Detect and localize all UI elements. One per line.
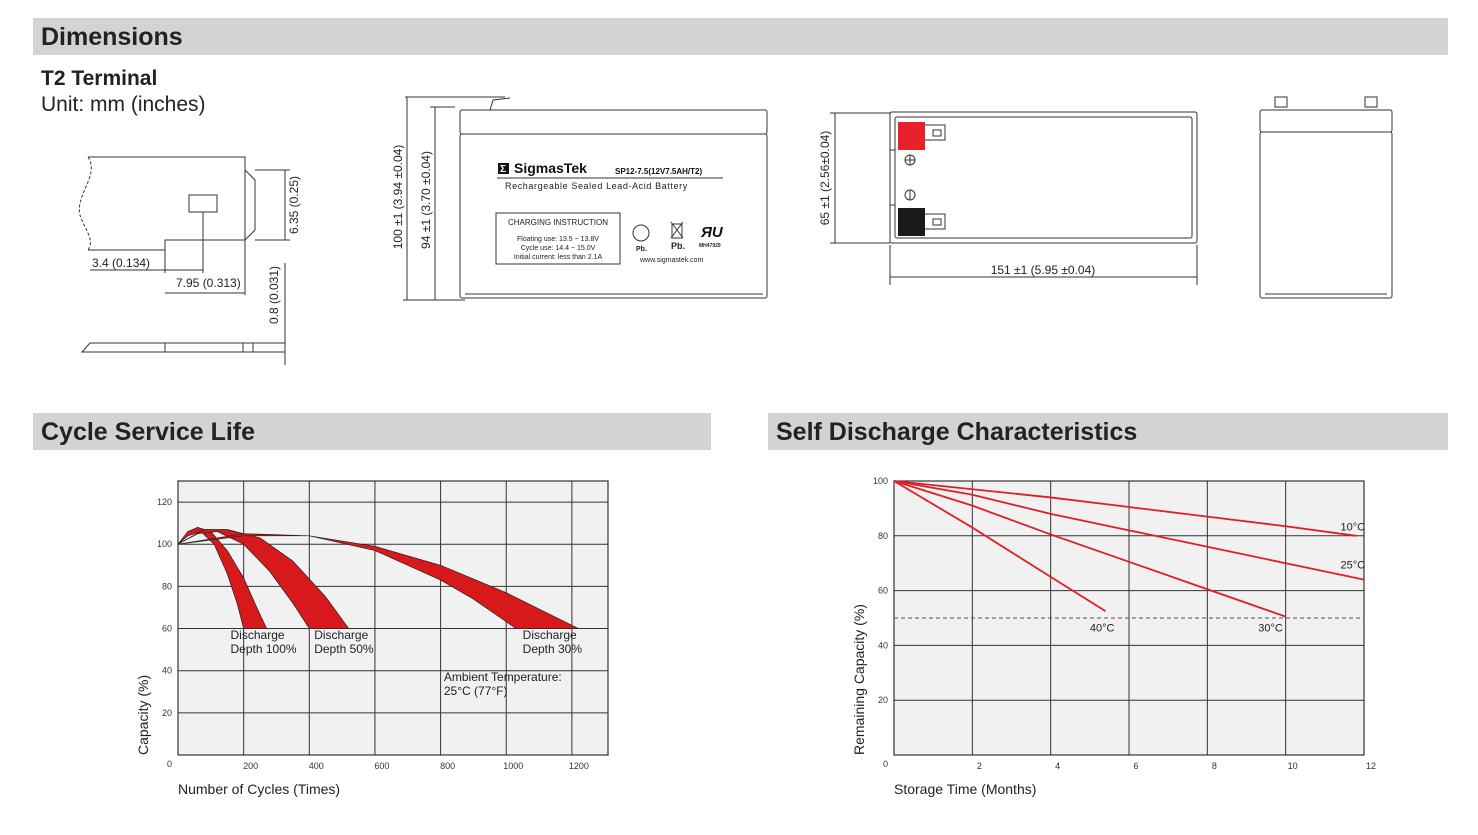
ul-mark-icon: ЯU [700,224,724,241]
battery-top-view: 65 ±1 (2.56±0.04) 151 ±1 (5.95 ±0.04) [818,111,1198,285]
annotation-line: Depth 50% [314,642,374,656]
series-label: 10°C [1341,521,1366,533]
series-label: 30°C [1258,623,1283,635]
terminal-left-dimension: 3.4 (0.134) [92,256,150,270]
x-tick-label: 800 [440,761,455,771]
y-tick-label: 40 [878,640,888,650]
x-axis-label: Storage Time (Months) [894,781,1036,797]
series-line [893,480,1365,581]
charging-floating: Floating use: 13.5 ~ 13.8V [517,236,599,243]
recycle-icon [632,224,650,242]
chart-annotation: Discharge Depth 50% [314,628,374,656]
self-discharge-title: Self Discharge Characteristics [776,418,1138,446]
series-label: 40°C [1090,623,1115,635]
total-height-dimension: 100 ±1 (3.94 ±0.04) [391,145,405,250]
x-tick-label: 4 [1055,761,1060,771]
series-line [893,480,1357,537]
negative-terminal [898,208,925,236]
recycle-label: Pb. [636,246,647,253]
discharge-band [177,529,350,629]
discharge-band [177,533,579,629]
width-dimension: 65 ±1 (2.56±0.04) [818,131,832,226]
unit-label: Unit: mm (inches) [41,93,206,116]
y-tick-label: 40 [162,666,172,676]
chart-annotation: Ambient Temperature: 25°C (77°F) [444,670,562,698]
x-tick-label: 8 [1212,761,1217,771]
dimensions-header: Dimensions [33,18,1448,55]
chart-annotation: Discharge Depth 30% [523,628,583,656]
annotation-line: Ambient Temperature: [444,670,562,684]
sigma-logo-icon [498,163,509,174]
website: www.sigmastek.com [639,257,704,264]
self-discharge-chart: 0 20 40 60 80 100 2 4 6 8 10 12 Storage Time (Months… [851,476,1376,797]
discharge-band [177,527,267,629]
annotation-line: 25°C (77°F) [444,684,508,698]
y-tick-label: 60 [878,586,888,596]
annotation-line: Depth 100% [231,642,297,656]
x-tick-label: 1000 [503,761,523,771]
x-tick-label: 2 [977,761,982,771]
x-tick-label: 6 [1133,761,1138,771]
charging-cycle: Cycle use: 14.4 ~ 15.0V [521,245,596,252]
x-axis-label: Number of Cycles (Times) [178,781,340,797]
battery-front-view: 100 ±1 (3.94 ±0.04) 94 ±1 (3.70 ±0.04) Σ… [391,96,768,301]
battery-description: Rechargeable Sealed Lead-Acid Battery [505,181,688,191]
dimensions-title: Dimensions [41,23,183,51]
x-tick-label: 400 [309,761,324,771]
y-tick-label: 80 [878,531,888,541]
crossed-bin-icon [670,221,684,239]
terminal-width-dimension: 7.95 (0.313) [176,276,241,290]
x-tick-label: 12 [1366,761,1376,771]
cycle-life-title: Cycle Service Life [41,418,256,446]
svg-text:Σ: Σ [500,164,506,175]
annotation-line: Depth 30% [523,642,583,656]
model-number: SP12-7.5(12V7.5AH/T2) [615,167,702,176]
length-dimension: 151 ±1 (5.95 ±0.04) [991,263,1096,277]
positive-terminal [898,122,925,150]
brand-name: SigmasTek [514,160,587,176]
y-tick-label: 100 [157,539,172,549]
x-tick-label: 1200 [569,761,589,771]
y-tick-label: 0 [883,759,888,769]
y-tick-label: 0 [167,759,172,769]
annotation-line: Discharge [231,628,285,642]
y-tick-label: 20 [162,708,172,718]
ul-code: MH47929 [699,243,721,249]
series-label: 25°C [1341,560,1366,572]
chart-annotation: Discharge Depth 100% [231,628,297,656]
y-axis-label: Capacity (%) [135,675,151,755]
battery-side-view [1259,96,1393,299]
charging-current: Initial current: less than 2.1A [514,254,603,261]
series-line [893,480,1286,618]
cycle-life-header: Cycle Service Life [33,413,711,450]
case-height-dimension: 94 ±1 (3.70 ±0.04) [419,151,433,249]
charging-title: CHARGING INSTRUCTION [508,218,608,227]
y-tick-label: 60 [162,624,172,634]
y-axis-label: Remaining Capacity (%) [851,604,867,755]
terminal-drawing: 6.35 (0.25) 3.4 (0.134) 7.95 (0.313) 0.8… [78,156,301,365]
bin-label: Pb. [671,241,685,251]
x-tick-label: 10 [1288,761,1298,771]
annotation-line: Discharge [523,628,577,642]
self-discharge-header: Self Discharge Characteristics [768,413,1448,450]
x-tick-label: 200 [243,761,258,771]
terminal-title: T2 Terminal [41,67,158,90]
x-tick-label: 600 [374,761,389,771]
terminal-height-dimension: 6.35 (0.25) [287,176,301,234]
y-tick-label: 80 [162,581,172,591]
y-tick-label: 120 [157,497,172,507]
y-tick-label: 20 [878,695,888,705]
y-tick-label: 100 [873,476,888,486]
series-line [893,480,1106,612]
annotation-line: Discharge [314,628,368,642]
cycle-life-chart: 0 20 40 60 80 100 120 200 400 600 800 1000 1200 Numbe… [135,480,609,797]
terminal-thickness-dimension: 0.8 (0.031) [267,266,281,324]
